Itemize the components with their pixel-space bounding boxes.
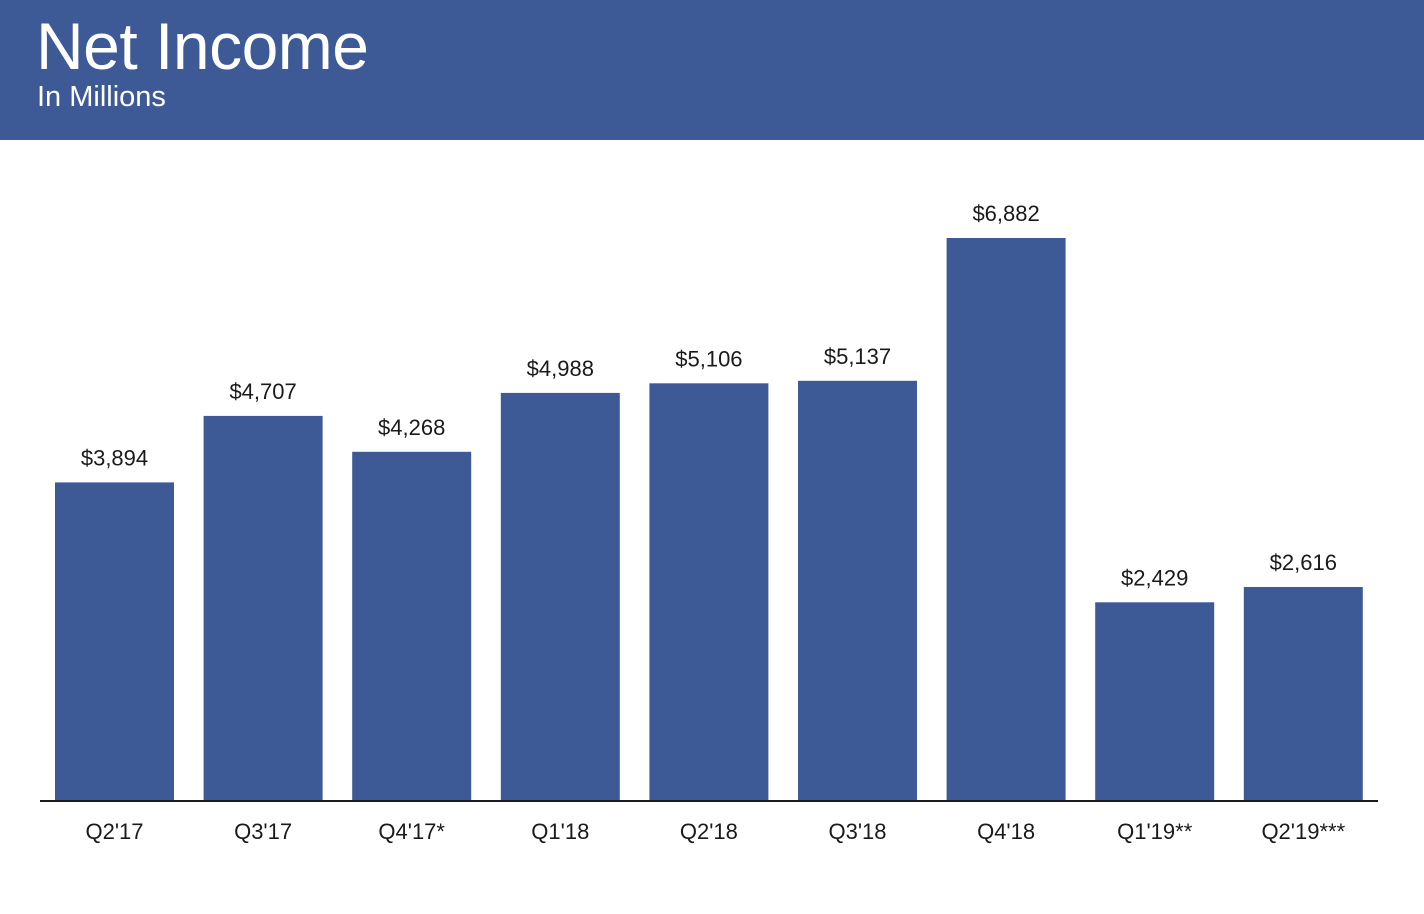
category-label-0: Q2'17 — [85, 819, 143, 844]
value-label-2: $4,268 — [378, 415, 445, 440]
category-label-1: Q3'17 — [234, 819, 292, 844]
value-label-3: $4,988 — [527, 356, 594, 381]
value-label-1: $4,707 — [229, 379, 296, 404]
bar-4 — [649, 383, 769, 801]
category-label-8: Q2'19*** — [1261, 819, 1345, 844]
value-label-4: $5,106 — [675, 346, 742, 371]
bars-group — [55, 238, 1363, 801]
category-labels-group: Q2'17 Q3'17 Q4'17* Q1'18 Q2'18 Q3'18 Q4'18 Q1'1… — [85, 819, 1345, 844]
bar-3 — [500, 392, 620, 801]
category-label-6: Q4'18 — [977, 819, 1035, 844]
chart-subtitle: In Millions — [37, 81, 166, 113]
category-label-7: Q1'19** — [1117, 819, 1193, 844]
category-label-4: Q2'18 — [680, 819, 738, 844]
bar-6 — [946, 238, 1066, 801]
category-label-5: Q3'18 — [828, 819, 886, 844]
bar-5 — [798, 380, 917, 801]
value-label-5: $5,137 — [824, 344, 891, 369]
value-label-8: $2,616 — [1270, 550, 1337, 575]
bar-8 — [1243, 587, 1363, 801]
value-label-7: $2,429 — [1121, 565, 1188, 590]
value-label-6: $6,882 — [972, 201, 1039, 226]
chart-title: Net Income — [36, 9, 369, 83]
bar-7 — [1095, 602, 1215, 801]
chart-header: Net Income In Millions — [0, 0, 1424, 140]
category-label-2: Q4'17* — [378, 819, 445, 844]
bar-1 — [203, 415, 323, 801]
category-label-3: Q1'18 — [531, 819, 589, 844]
value-label-0: $3,894 — [81, 445, 148, 470]
bar-2 — [352, 451, 472, 801]
bar-0 — [55, 482, 174, 801]
value-labels-group: $3,894 $4,707 $4,268 $4,988 $5,106 $5,137 $6,8… — [81, 201, 1337, 590]
